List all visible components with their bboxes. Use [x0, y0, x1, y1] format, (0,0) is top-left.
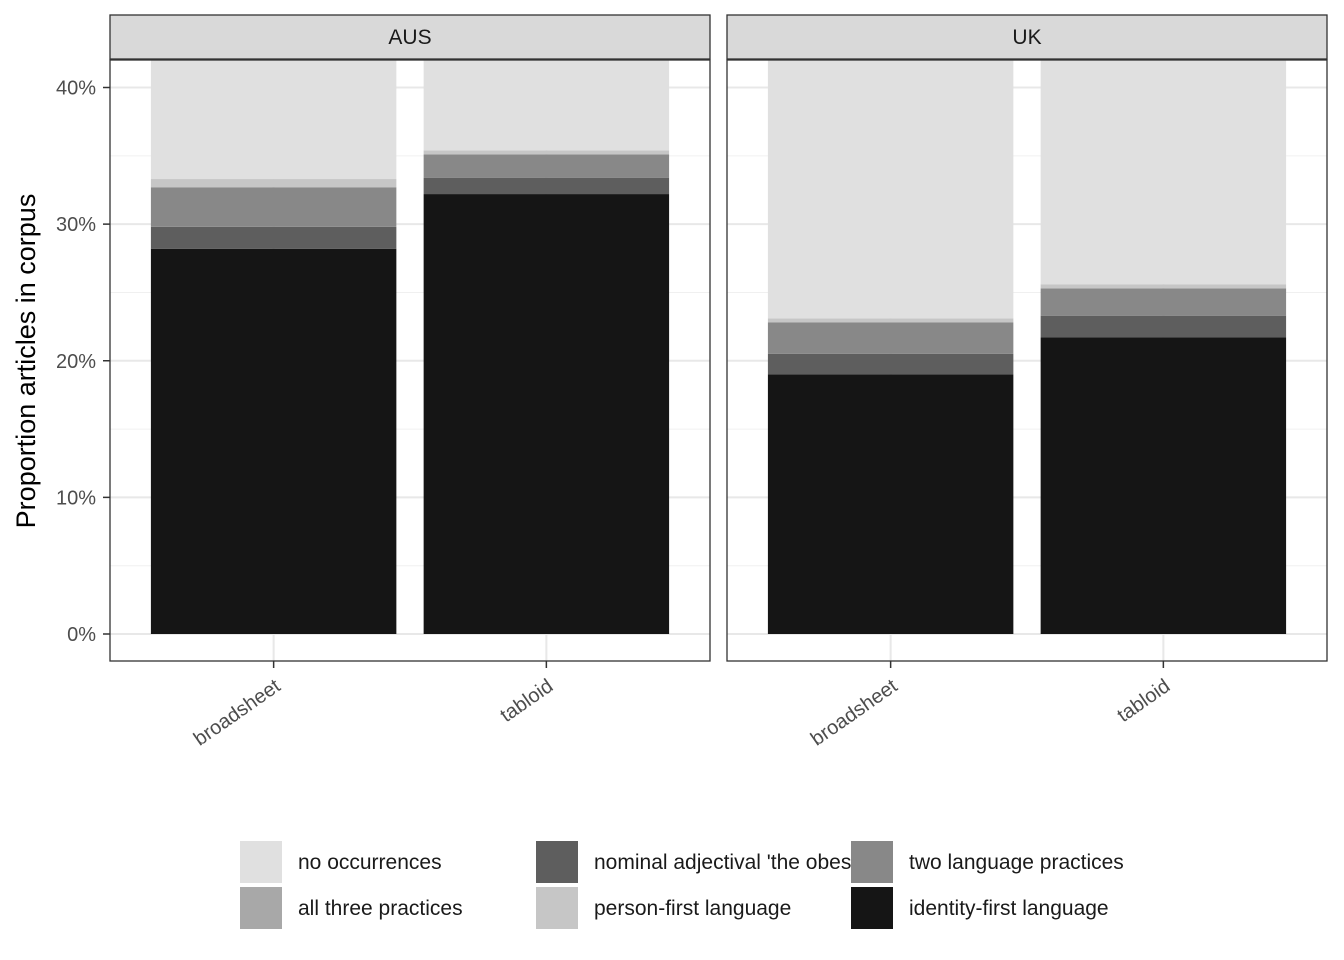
legend-label: two language practices — [909, 851, 1124, 874]
legend-key — [240, 887, 282, 929]
panels: AUS broadsheet tabloid UK broadsheet tabloid — [109, 14, 1328, 751]
legend-label: identity-first language — [909, 897, 1109, 920]
x-tick-label: tabloid — [1113, 675, 1174, 727]
legend-item: no occurrences — [240, 841, 442, 883]
bar-segment — [767, 374, 1014, 634]
bar-segment — [1040, 288, 1287, 316]
x-tick-label: tabloid — [496, 675, 557, 727]
legend: no occurrences all three practices nominal… — [240, 841, 1124, 929]
bar-segment — [1040, 337, 1287, 634]
bar-segment — [767, 60, 1014, 319]
legend-label: all three practices — [298, 897, 463, 920]
legend-label: person-first language — [594, 897, 791, 920]
facet-strip — [109, 14, 711, 60]
y-axis: 0% 10% 20% 30% 40% — [56, 78, 110, 646]
y-axis-title: Proportion articles in corpus — [11, 194, 41, 529]
bar-segment — [423, 177, 670, 195]
legend-key — [240, 841, 282, 883]
legend-item: nominal adjectival 'the obese' — [536, 841, 867, 883]
panel-border — [726, 59, 1328, 662]
facet-strip-label: AUS — [388, 26, 431, 49]
y-tick-label: 40% — [56, 78, 96, 100]
bar-segment — [1040, 315, 1287, 338]
facet-panel: AUS broadsheet tabloid — [109, 14, 711, 751]
legend-item: all three practices — [240, 887, 463, 929]
legend-key — [851, 841, 893, 883]
legend-key — [536, 841, 578, 883]
bar-segment — [767, 318, 1014, 323]
bar-segment — [1040, 284, 1287, 289]
legend-label: no occurrences — [298, 851, 442, 874]
legend-item: person-first language — [536, 887, 791, 929]
bar-segment — [150, 226, 397, 249]
legend-key — [536, 887, 578, 929]
facet-strip — [726, 14, 1328, 60]
bar-segment — [1040, 60, 1287, 285]
bar-segment — [423, 60, 670, 151]
bar-segment — [767, 322, 1014, 354]
y-tick-label: 20% — [56, 351, 96, 373]
legend-key — [851, 887, 893, 929]
bar-segment — [767, 353, 1014, 375]
y-tick-label: 30% — [56, 214, 96, 236]
legend-item: two language practices — [851, 841, 1124, 883]
facet-panel: UK broadsheet tabloid — [726, 14, 1328, 751]
bar-segment — [423, 154, 670, 178]
y-tick-label: 0% — [67, 624, 96, 646]
legend-item: identity-first language — [851, 887, 1109, 929]
bar-segment — [150, 60, 397, 180]
x-tick-label: broadsheet — [190, 675, 285, 751]
bar-segment — [423, 150, 670, 155]
facet-strip-label: UK — [1012, 26, 1041, 49]
bar-segment — [150, 187, 397, 227]
bar-segment — [150, 248, 397, 634]
y-tick-label: 10% — [56, 487, 96, 509]
bar-segment — [150, 179, 397, 188]
x-tick-label: broadsheet — [807, 675, 902, 751]
bar-segment — [423, 194, 670, 634]
legend-label: nominal adjectival 'the obese' — [594, 851, 867, 874]
